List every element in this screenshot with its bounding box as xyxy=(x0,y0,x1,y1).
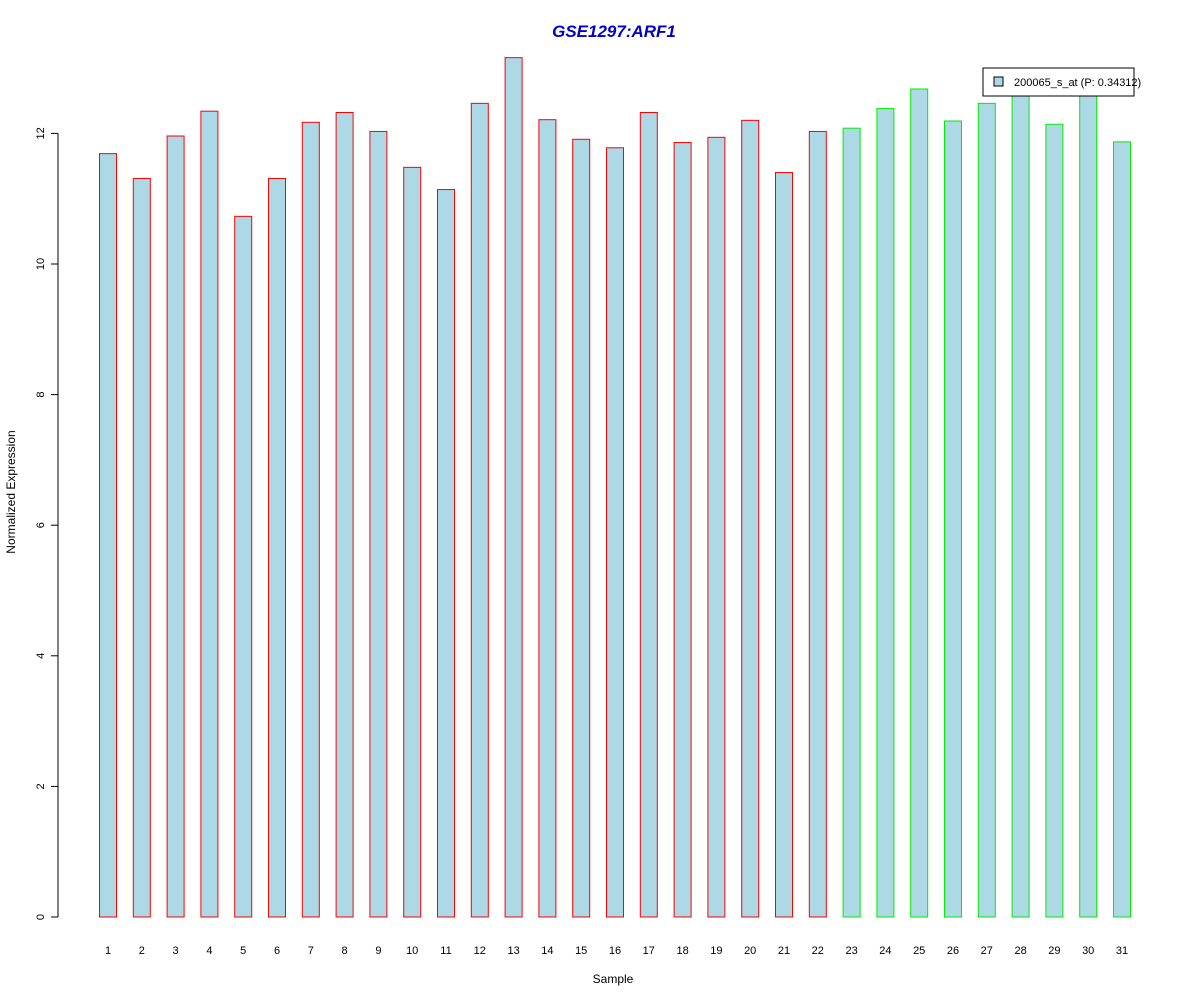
bar-sample-7 xyxy=(301,121,320,918)
legend-swatch xyxy=(993,76,1004,87)
y-tick-label: 8 xyxy=(35,392,47,398)
x-tick-label: 5 xyxy=(240,945,246,957)
legend-label: 200065_s_at (P: 0.34312) xyxy=(1014,77,1141,89)
bar-sample-1 xyxy=(99,153,117,918)
bar-sample-17 xyxy=(639,112,658,918)
bar-sample-22 xyxy=(808,130,827,918)
bars xyxy=(99,57,1131,918)
x-tick-label: 15 xyxy=(575,945,587,957)
bar-sample-26 xyxy=(944,120,962,918)
bar-sample-18 xyxy=(673,142,692,918)
legend-box xyxy=(982,67,1135,97)
y-tick-label: 2 xyxy=(35,783,47,789)
bar-sample-8 xyxy=(335,112,354,918)
x-axis-label: Sample xyxy=(593,972,634,986)
bar-sample-21 xyxy=(775,172,793,918)
x-tick-label: 25 xyxy=(913,945,925,957)
x-tick-label: 22 xyxy=(812,945,824,957)
x-tick-label: 10 xyxy=(406,945,418,957)
bar-sample-19 xyxy=(707,136,726,918)
x-tick-label: 9 xyxy=(375,945,381,957)
x-tick-label: 19 xyxy=(710,945,722,957)
bar-sample-9 xyxy=(369,130,388,918)
y-axis-label: Normalized Expression xyxy=(4,430,18,553)
bar-sample-12 xyxy=(470,102,489,918)
bar-sample-13 xyxy=(504,57,523,918)
bar-sample-4 xyxy=(200,110,219,918)
bar-sample-15 xyxy=(572,138,591,918)
x-tick-label: 16 xyxy=(609,945,621,957)
bar-sample-28 xyxy=(1011,91,1030,918)
y-tick-label: 6 xyxy=(35,522,47,528)
bar-sample-25 xyxy=(910,88,929,918)
bar-sample-6 xyxy=(268,177,286,918)
bar-sample-16 xyxy=(606,147,624,918)
x-tick-label: 14 xyxy=(541,945,553,957)
bar-sample-29 xyxy=(1045,123,1064,918)
bar-sample-3 xyxy=(166,135,185,918)
bar-sample-11 xyxy=(437,189,455,918)
bar-sample-5 xyxy=(234,215,253,918)
x-tick-label: 26 xyxy=(947,945,959,957)
bar-sample-30 xyxy=(1079,91,1098,918)
bar-sample-27 xyxy=(977,102,996,918)
x-tick-label: 18 xyxy=(676,945,688,957)
y-axis: 0 2 4 6 8 10 12 xyxy=(35,127,59,920)
x-tick-label: 23 xyxy=(845,945,857,957)
x-tick-label: 21 xyxy=(778,945,790,957)
y-tick-label: 10 xyxy=(35,258,47,270)
x-tick-label: 3 xyxy=(173,945,179,957)
y-tick-label: 12 xyxy=(35,127,47,139)
x-tick-label: 1 xyxy=(105,945,111,957)
x-tick-label: 2 xyxy=(139,945,145,957)
x-tick-label: 12 xyxy=(474,945,486,957)
bar-sample-23 xyxy=(842,127,861,918)
x-tick-label: 24 xyxy=(879,945,891,957)
y-tick-label: 4 xyxy=(35,653,47,659)
x-tick-label: 20 xyxy=(744,945,756,957)
legend: 200065_s_at (P: 0.34312) xyxy=(982,67,1141,97)
x-tick-label: 13 xyxy=(507,945,519,957)
x-tick-label: 29 xyxy=(1048,945,1060,957)
x-tick-label: 27 xyxy=(981,945,993,957)
y-tick-label: 0 xyxy=(35,914,47,920)
x-tick-label: 4 xyxy=(206,945,212,957)
x-tick-label: 31 xyxy=(1116,945,1128,957)
x-tick-label: 17 xyxy=(643,945,655,957)
bar-sample-31 xyxy=(1113,141,1131,918)
x-tick-label: 30 xyxy=(1082,945,1094,957)
x-tick-label: 8 xyxy=(342,945,348,957)
x-tick-label: 6 xyxy=(274,945,280,957)
x-tick-label: 28 xyxy=(1014,945,1026,957)
bar-sample-24 xyxy=(876,108,895,918)
bar-sample-14 xyxy=(538,119,557,918)
bar-sample-10 xyxy=(403,166,422,918)
bar-sample-2 xyxy=(132,177,151,918)
x-tick-label: 7 xyxy=(308,945,314,957)
chart-title: GSE1297:ARF1 xyxy=(552,22,676,41)
x-axis: 1 2 3 4 5 6 7 8 9 10 11 12 13 14 15 16 17 18 19 20 21 22 23 24 2… xyxy=(105,945,1128,957)
x-tick-label: 11 xyxy=(440,945,451,957)
bar-sample-20 xyxy=(741,119,760,918)
